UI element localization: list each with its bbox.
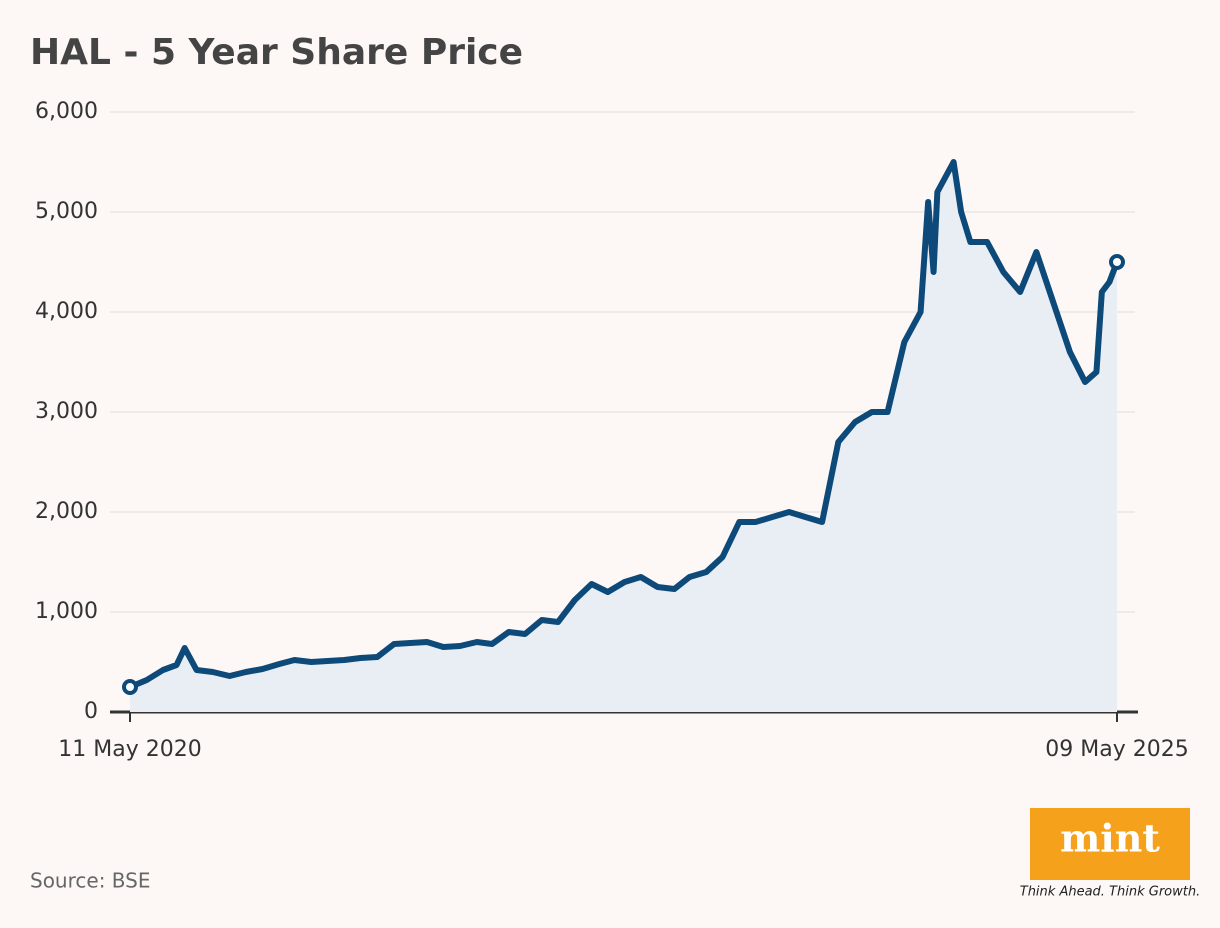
plot: 0 1,000 2,000 3,000 4,000 5,000 6,000 11 May 20… <box>35 99 1189 762</box>
y-tick-label: 0 <box>84 699 98 724</box>
y-tick-label: 3,000 <box>35 399 98 424</box>
end-marker <box>1109 254 1125 270</box>
logo: mint <box>1060 816 1160 861</box>
y-tick-label: 4,000 <box>35 299 98 324</box>
source: Source: BSE <box>30 869 151 893</box>
end-marker <box>122 679 138 695</box>
x-tick-label: 09 May 2025 <box>1045 737 1188 762</box>
x-tick-label: 11 May 2020 <box>58 737 201 762</box>
y-tick-label: 1,000 <box>35 599 98 624</box>
y-tick-label: 5,000 <box>35 199 98 224</box>
tagline: Think Ahead. Think Growth. <box>1020 885 1200 900</box>
y-tick-label: 2,000 <box>35 499 98 524</box>
area <box>130 162 1117 712</box>
y-tick-label: 6,000 <box>35 99 98 124</box>
logo-box <box>1030 808 1190 880</box>
line <box>128 159 1120 690</box>
chart-title: HAL - 5 Year Share Price <box>30 32 523 73</box>
